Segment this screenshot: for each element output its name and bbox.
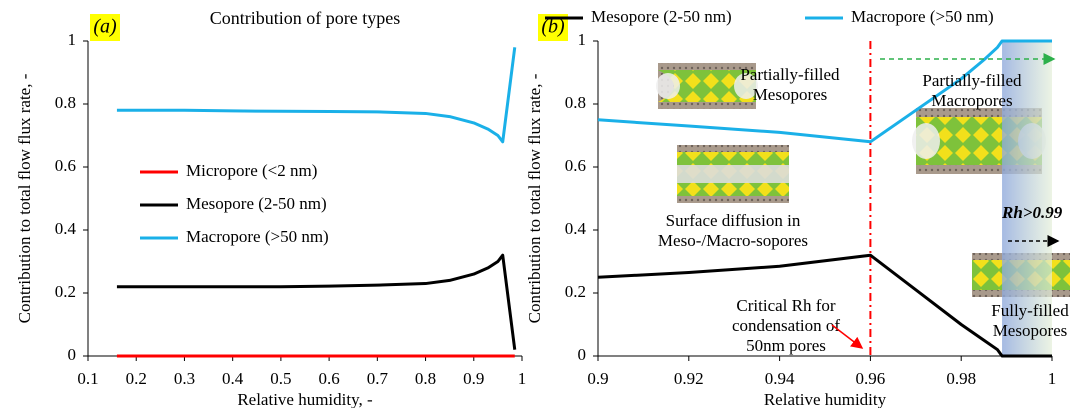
annotation: Mesopores	[993, 321, 1068, 340]
annotation: Fully-filled	[991, 301, 1069, 320]
annotation: Rh>0.99	[1001, 203, 1063, 222]
y-tick-label: 0.8	[565, 93, 586, 112]
y-tick-label: 1	[68, 30, 77, 49]
x-tick-label: 0.92	[674, 369, 704, 388]
y-tick-label: 1	[578, 30, 587, 49]
x-tick-label: 1	[518, 369, 527, 388]
annotation: Mesopores	[753, 85, 828, 104]
x-tick-label: 0.9	[463, 369, 484, 388]
y-tick-label: 0	[578, 345, 587, 364]
y-tick-label: 0	[68, 345, 77, 364]
legend-label: Macropore (>50 nm)	[186, 227, 329, 246]
x-tick-label: 0.94	[765, 369, 795, 388]
x-tick-label: 0.3	[174, 369, 195, 388]
series-line	[117, 255, 515, 350]
y-axis-label: Contribution to total flow flux rate, -	[15, 73, 34, 323]
y-axis-label: Contribution to total flow flux rate, -	[525, 73, 544, 323]
annotation: 50nm pores	[746, 336, 826, 355]
annotation: Partially-filled	[922, 71, 1022, 90]
annotation: Meso-/Macro-sopores	[658, 231, 808, 250]
y-tick-label: 0.4	[55, 219, 77, 238]
panel-label: (a)	[93, 16, 117, 38]
pore-image	[677, 145, 789, 203]
legend-label: Micropore (<2 nm)	[186, 161, 317, 180]
x-tick-label: 0.5	[270, 369, 291, 388]
annotation: Critical Rh for	[736, 296, 835, 315]
x-tick-label: 0.4	[222, 369, 244, 388]
annotation: Surface diffusion in	[666, 211, 801, 230]
x-tick-label: 0.6	[318, 369, 339, 388]
x-tick-label: 0.7	[367, 369, 389, 388]
y-tick-label: 0.6	[55, 156, 76, 175]
y-tick-label: 0.8	[55, 93, 76, 112]
chart-title: Contribution of pore types	[210, 8, 400, 28]
x-axis-label: Relative humidity	[764, 390, 887, 408]
y-tick-label: 0.6	[565, 156, 586, 175]
annotation: condensation of	[732, 316, 840, 335]
arrow	[832, 325, 862, 348]
x-tick-label: 1	[1048, 369, 1057, 388]
x-axis-label: Relative humidity, -	[237, 390, 373, 408]
x-tick-label: 0.8	[415, 369, 436, 388]
x-tick-label: 0.9	[587, 369, 608, 388]
x-tick-label: 0.1	[77, 369, 98, 388]
y-tick-label: 0.2	[565, 282, 586, 301]
figure: 0 0.2 0.4 0.6 0.8 1 0.1 0.2 0.3 0.4 0.5 0.6 0.7 0.8 0.…	[0, 0, 1070, 408]
series-line	[117, 47, 515, 142]
legend-label: Mesopore (2-50 nm)	[186, 194, 327, 213]
x-tick-label: 0.98	[946, 369, 976, 388]
x-tick-label: 0.2	[126, 369, 147, 388]
y-tick-label: 0.4	[565, 219, 587, 238]
y-tick-label: 0.2	[55, 282, 76, 301]
x-tick-label: 0.96	[856, 369, 886, 388]
annotation: Macropores	[931, 91, 1012, 110]
legend-label: Mesopore (2-50 nm)	[591, 7, 732, 26]
legend-label: Macropore (>50 nm)	[851, 7, 994, 26]
annotation: Partially-filled	[740, 65, 840, 84]
